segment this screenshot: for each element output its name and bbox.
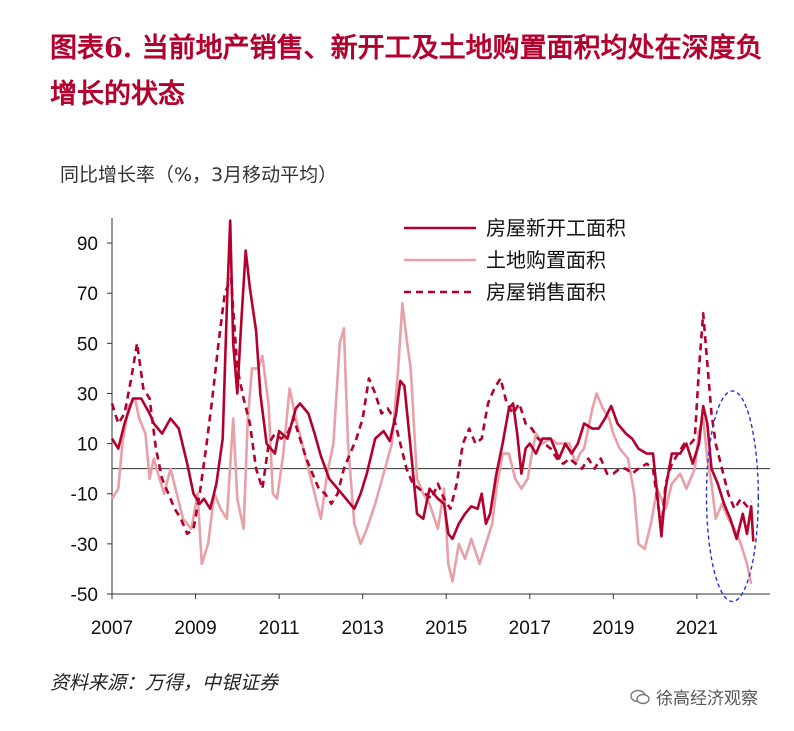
y-tick-label: 50 [77,334,98,355]
x-tick-label: 2019 [592,618,634,639]
x-tick-label: 2015 [425,618,467,639]
page-title: 图表6. 当前地产销售、新开工及土地购置面积均处在深度负增长的状态 [50,33,763,110]
legend-label-1: 土地购置面积 [486,248,606,272]
x-tick-label: 2007 [91,618,133,639]
chart-axes: -50 -30 -10 10 30 50 70 90 2007 2009 2011 2013 2015 2… [71,218,770,639]
y-tick-label: 90 [77,234,98,255]
y-tick-label: -10 [71,485,98,506]
wechat-icon [630,689,650,704]
y-tick-label: 30 [77,384,98,405]
x-tick-label: 2017 [509,618,551,639]
legend-label-0: 房屋新开工面积 [486,216,626,240]
source-note: 资料来源：万得，中银证券 [50,672,279,694]
x-tick-label: 2009 [174,618,216,639]
watermark-text: 徐高经济观察 [656,689,758,709]
y-tick-label: -30 [71,535,98,556]
x-tick-label: 2021 [676,618,718,639]
x-tick-label: 2011 [259,618,300,639]
legend-label-2: 房屋销售面积 [486,280,606,304]
watermark: 徐高经济观察 [630,684,758,709]
y-tick-label: 10 [77,435,98,456]
y-tick-label: -50 [71,585,98,606]
highlight-ellipse [705,390,760,603]
y-axis-label: 同比增长率（%，3月移动平均） [60,164,338,186]
x-tick-label: 2013 [342,618,384,639]
y-tick-label: 70 [77,284,98,305]
chart-series [110,219,760,603]
